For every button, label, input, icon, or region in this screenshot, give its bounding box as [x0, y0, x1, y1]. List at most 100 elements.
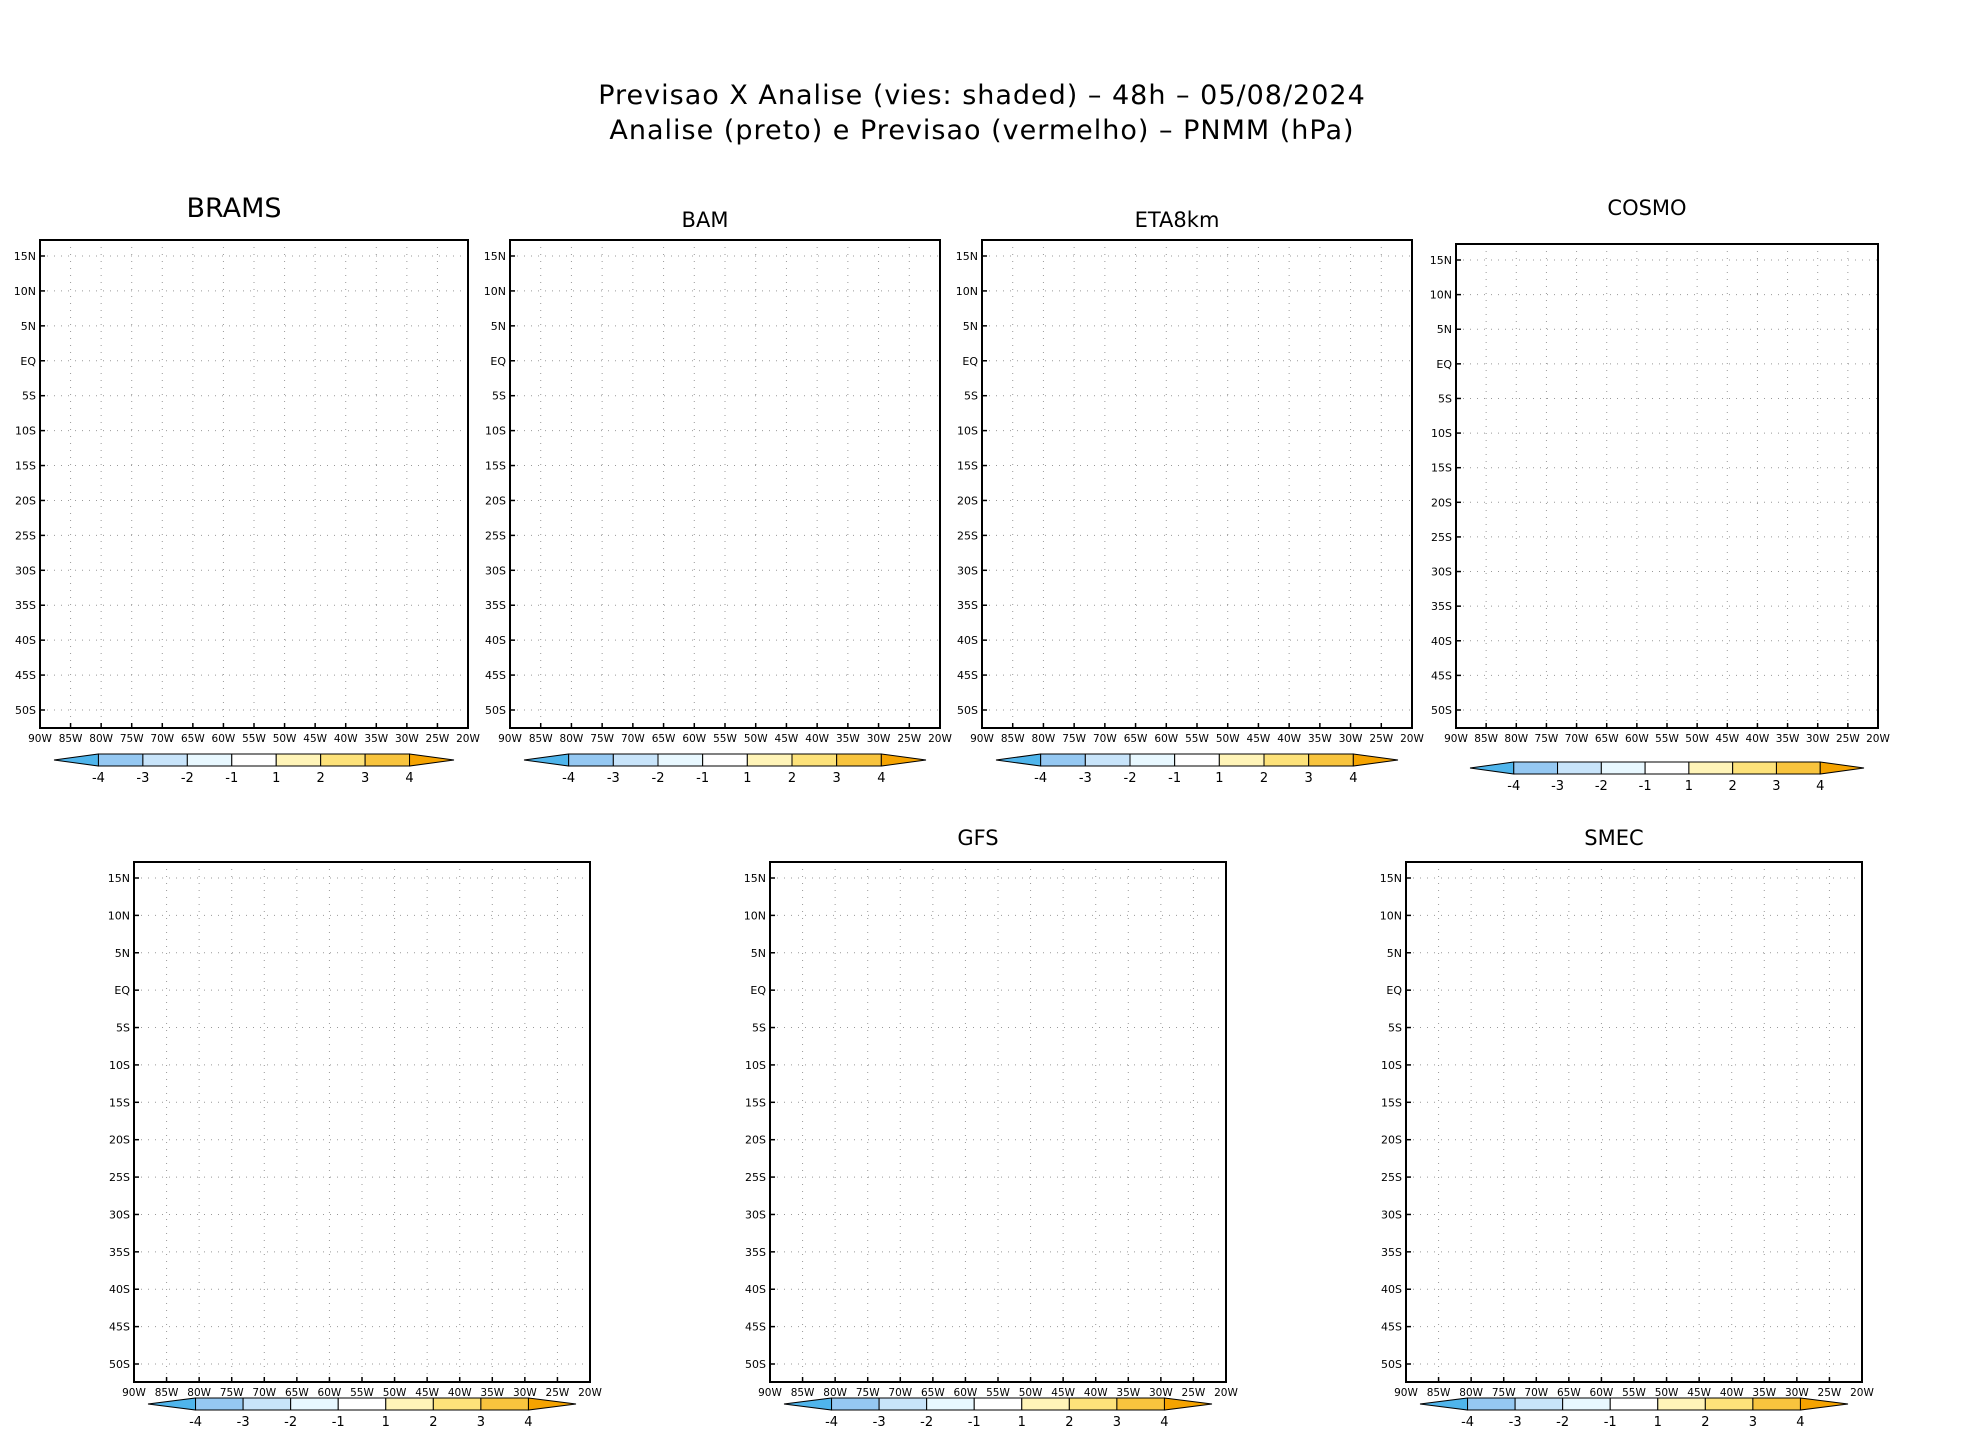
lat-label: EQ: [114, 984, 130, 997]
colorbar-segment: [1600, 761, 1646, 775]
lat-label: 5S: [964, 390, 978, 403]
lon-label: 60W: [1590, 1387, 1614, 1399]
colorbar-segment: [1562, 1397, 1611, 1411]
colorbar-segment: [1752, 1397, 1801, 1411]
lon-label: 40W: [448, 1387, 472, 1399]
lon-label: 70W: [621, 733, 645, 745]
panel-title: SMEC: [1584, 826, 1644, 850]
colorbar-segment: [1732, 761, 1777, 775]
colorbar-segment: [1116, 1397, 1165, 1411]
lon-label: 85W: [59, 733, 83, 745]
lat-label: 20S: [957, 494, 978, 507]
map-border: [769, 861, 1227, 1383]
lat-label: 15N: [14, 250, 36, 263]
lat-label: 35S: [1381, 1246, 1402, 1259]
lat-label: 50S: [1431, 704, 1452, 717]
lon-label: 55W: [1655, 733, 1679, 745]
colorbar-label: -1: [332, 1415, 345, 1430]
lat-label: 15N: [484, 250, 506, 263]
lat-label: 30S: [1381, 1208, 1402, 1221]
lon-label: 40W: [805, 733, 829, 745]
lat-label: 10S: [957, 425, 978, 438]
colorbar-segment: [1799, 1397, 1849, 1411]
lon-label: 20W: [1214, 1387, 1238, 1399]
lon-label: 60W: [682, 733, 706, 745]
colorbar-label: 1: [743, 771, 751, 786]
lat-label: 25S: [485, 529, 506, 542]
lat-label: EQ: [1386, 984, 1402, 997]
panel-brams: BRAMS 15N 10N 5N EQ 5S 10S 15S 20S 25S 30S 35S 40S 45…: [0, 193, 488, 788]
panel-smec: SMEC 15N 10N 5N EQ 5S 10S 15S 20S 25S 30S 35S 40S 45S…: [1366, 826, 1882, 1432]
colorbar-label: -2: [181, 771, 194, 786]
lon-label: 35W: [1776, 733, 1800, 745]
lon-label: 25W: [1369, 733, 1393, 745]
lon-label: 20W: [928, 733, 952, 745]
lat-label: 30S: [745, 1208, 766, 1221]
map-svg: 15N 10N 5N EQ 5S 10S 15S 20S 25S 30S 35S 40S 45S 50S 9…: [1380, 861, 1874, 1430]
lon-label: 25W: [1818, 1387, 1842, 1399]
colorbar-segment: [480, 1397, 529, 1411]
colorbar-segment: [337, 1397, 387, 1411]
lat-label: 35S: [15, 599, 36, 612]
colorbar-label: 1: [1685, 779, 1693, 794]
lat-label: 30S: [109, 1208, 130, 1221]
lat-label: 45S: [957, 669, 978, 682]
map-border: [39, 239, 469, 729]
colorbar-label: 3: [361, 771, 369, 786]
lat-label: 30S: [15, 564, 36, 577]
map-border: [981, 239, 1413, 729]
lat-label: 10N: [956, 285, 978, 298]
lat-label: 15N: [744, 872, 766, 885]
lon-label: 40W: [1277, 733, 1301, 745]
colorbar-segment: [973, 1397, 1023, 1411]
lon-label: 30W: [1339, 733, 1363, 745]
lat-label: 10N: [14, 285, 36, 298]
lon-label: 75W: [1492, 1387, 1516, 1399]
colorbar-label: -3: [607, 771, 620, 786]
lat-label: 25S: [15, 529, 36, 542]
lat-label: 50S: [957, 704, 978, 717]
colorbar-segment: [364, 753, 411, 767]
colorbar-segment: [1174, 753, 1220, 767]
colorbar-label: 1: [382, 1415, 390, 1430]
colorbar-label: -1: [1639, 779, 1652, 794]
lon-label: 65W: [1124, 733, 1148, 745]
lon-label: 30W: [1149, 1387, 1173, 1399]
lat-label: 5S: [1388, 1022, 1402, 1035]
lon-label: 70W: [150, 733, 174, 745]
lon-label: 45W: [775, 733, 799, 745]
lat-label: 35S: [957, 599, 978, 612]
colorbar-segment: [1352, 753, 1399, 767]
lat-label: 5N: [1437, 323, 1452, 336]
lat-label: 15S: [109, 1096, 130, 1109]
colorbar-label: 1: [1215, 771, 1223, 786]
lon-label: 20W: [456, 733, 480, 745]
lon-label: 50W: [1019, 1387, 1043, 1399]
colorbar-label: 4: [1349, 771, 1357, 786]
colorbar-segment: [995, 753, 1042, 767]
lat-label: 10S: [15, 425, 36, 438]
colorbar-segment: [97, 753, 144, 767]
lon-label: 50W: [1655, 1387, 1679, 1399]
lat-label: 15S: [485, 460, 506, 473]
lat-label: 15N: [956, 250, 978, 263]
colorbar-label: -1: [968, 1415, 981, 1430]
lon-label: 20W: [578, 1387, 602, 1399]
lon-label: 25W: [1182, 1387, 1206, 1399]
lon-label: 50W: [1685, 733, 1709, 745]
colorbar-segment: [702, 753, 748, 767]
colorbar-segment: [320, 753, 366, 767]
colorbar-segment: [1419, 1397, 1469, 1411]
lat-label: 50S: [1381, 1358, 1402, 1371]
lon-label: 65W: [652, 733, 676, 745]
colorbar-segment: [186, 753, 233, 767]
map-frame: [39, 239, 469, 729]
lon-label: 45W: [1247, 733, 1271, 745]
lon-label: 85W: [1474, 733, 1498, 745]
colorbar-segment: [1467, 1397, 1516, 1411]
colorbar-label: -1: [696, 771, 709, 786]
map-svg: 15N 10N 5N EQ 5S 10S 15S 20S 25S 30S 35S 40S 45S 50S 9…: [744, 861, 1238, 1430]
lat-label: 5N: [1387, 947, 1402, 960]
colorbar-segment: [1644, 761, 1690, 775]
lon-label: 90W: [1394, 1387, 1418, 1399]
